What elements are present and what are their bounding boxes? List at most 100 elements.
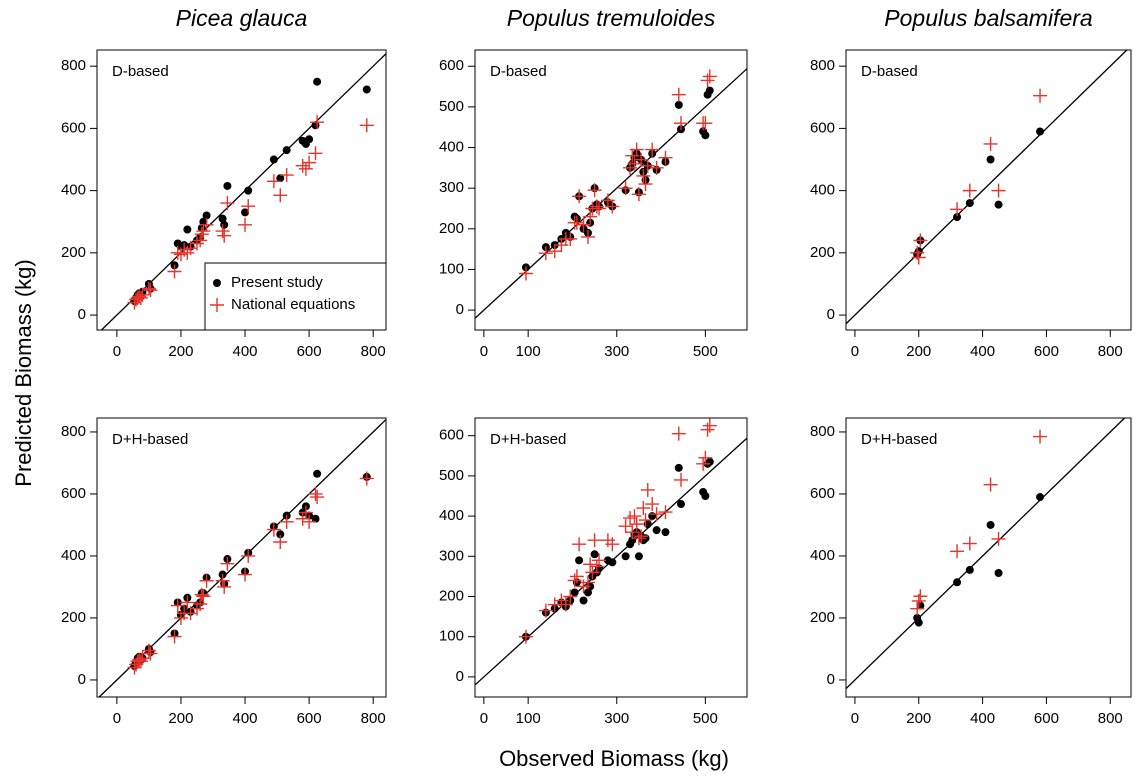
plus-marker bbox=[618, 181, 633, 196]
plus-marker bbox=[572, 537, 587, 552]
plus-marker bbox=[592, 553, 607, 568]
x-tick-label: 200 bbox=[906, 710, 931, 727]
plus-marker bbox=[217, 579, 232, 594]
plus-marker bbox=[645, 497, 660, 512]
y-tick-label: 800 bbox=[810, 423, 835, 440]
plus-marker bbox=[638, 513, 653, 528]
y-tick-label: 600 bbox=[439, 57, 464, 74]
plus-marker bbox=[241, 548, 256, 563]
x-tick-label: 300 bbox=[604, 710, 629, 727]
plus-marker bbox=[133, 654, 148, 669]
panel-annotation: D-based bbox=[490, 63, 547, 80]
x-tick-label: 600 bbox=[297, 343, 322, 360]
point-marker bbox=[276, 530, 285, 539]
plus-marker bbox=[220, 556, 235, 571]
x-tick-label: 600 bbox=[297, 710, 322, 727]
plus-marker bbox=[170, 598, 185, 613]
y-tick-label: 600 bbox=[61, 485, 86, 502]
plus-marker bbox=[649, 507, 664, 522]
plus-marker bbox=[640, 158, 655, 173]
plus-marker bbox=[298, 505, 313, 520]
plus-marker bbox=[618, 519, 633, 534]
plus-marker bbox=[199, 573, 214, 588]
plus-marker bbox=[910, 601, 925, 616]
plus-marker bbox=[547, 244, 562, 259]
point-marker bbox=[674, 100, 683, 109]
point-marker bbox=[583, 588, 592, 597]
plus-marker bbox=[518, 266, 533, 281]
plus-marker bbox=[210, 298, 224, 312]
plus-marker bbox=[359, 118, 374, 133]
point-marker bbox=[652, 526, 661, 535]
plus-marker bbox=[702, 69, 717, 84]
plus-marker bbox=[194, 227, 209, 242]
point-marker bbox=[218, 214, 227, 223]
x-tick-label: 600 bbox=[1034, 710, 1059, 727]
plus-marker bbox=[634, 152, 649, 167]
plus-marker bbox=[631, 531, 646, 546]
y-tick-label: 400 bbox=[439, 507, 464, 524]
x-tick-label: 600 bbox=[1034, 343, 1059, 360]
plus-marker bbox=[215, 573, 230, 588]
plus-marker bbox=[308, 486, 323, 501]
plus-marker bbox=[558, 597, 573, 612]
plus-marker bbox=[127, 660, 142, 675]
legend-label: Present study bbox=[231, 274, 323, 291]
x-tick-label: 300 bbox=[604, 343, 629, 360]
plus-marker bbox=[698, 450, 713, 465]
panel-title: Populus tremuloides bbox=[507, 5, 716, 31]
point-marker bbox=[362, 85, 371, 94]
plus-marker bbox=[638, 177, 653, 192]
plus-marker bbox=[193, 597, 208, 611]
point-marker bbox=[965, 565, 974, 574]
plus-marker bbox=[991, 531, 1006, 546]
x-tick-label: 500 bbox=[693, 710, 718, 727]
plus-marker bbox=[132, 652, 147, 667]
legend-box bbox=[204, 262, 387, 331]
y-tick-label: 800 bbox=[61, 57, 86, 74]
y-tick-label: 0 bbox=[456, 668, 464, 685]
y-tick-label: 400 bbox=[810, 547, 835, 564]
plus-marker bbox=[671, 87, 686, 102]
plot-frame bbox=[845, 417, 1132, 698]
plus-marker bbox=[308, 146, 323, 161]
plus-marker bbox=[310, 115, 325, 130]
plot-frame bbox=[845, 49, 1132, 331]
plus-marker bbox=[141, 643, 156, 658]
plus-marker bbox=[605, 537, 620, 552]
plus-marker bbox=[640, 482, 655, 497]
plus-marker bbox=[569, 569, 584, 584]
plus-marker bbox=[634, 529, 649, 544]
point-marker bbox=[590, 550, 599, 559]
plus-marker bbox=[698, 116, 713, 131]
legend-label: National equations bbox=[231, 296, 355, 313]
plus-marker bbox=[359, 471, 374, 486]
plus-marker bbox=[629, 517, 644, 532]
plus-marker bbox=[141, 281, 156, 296]
plus-marker bbox=[631, 187, 646, 202]
panel-annotation: D+H-based bbox=[861, 431, 937, 448]
y-tick-label: 800 bbox=[61, 423, 86, 440]
y-tick-label: 0 bbox=[78, 671, 86, 688]
panel: 0 100 300 500 0 100 200 300 400 500 600 D+H-based bbox=[439, 417, 748, 727]
y-tick-label: 200 bbox=[439, 220, 464, 237]
plus-marker bbox=[950, 202, 965, 217]
x-tick-label: 800 bbox=[361, 710, 386, 727]
plus-marker bbox=[911, 250, 926, 265]
y-tick-label: 0 bbox=[827, 671, 835, 688]
y-tick-label: 300 bbox=[439, 547, 464, 564]
y-tick-label: 500 bbox=[439, 98, 464, 115]
point-marker bbox=[313, 77, 322, 86]
point-marker bbox=[244, 186, 253, 195]
plus-marker bbox=[589, 559, 604, 574]
panel: 0 200 400 600 800 0 200 400 600 800 D+H-based bbox=[810, 417, 1132, 727]
x-tick-label: 800 bbox=[1098, 343, 1123, 360]
plus-marker bbox=[180, 595, 195, 610]
plus-marker bbox=[132, 289, 147, 304]
plus-marker bbox=[983, 136, 998, 151]
plus-marker bbox=[295, 158, 310, 173]
panel: Populus tremuloides 0 100 300 500 0 100 200 300 4… bbox=[439, 5, 748, 360]
y-tick-label: 200 bbox=[439, 587, 464, 604]
plus-marker bbox=[217, 228, 232, 243]
point-marker bbox=[676, 500, 685, 509]
